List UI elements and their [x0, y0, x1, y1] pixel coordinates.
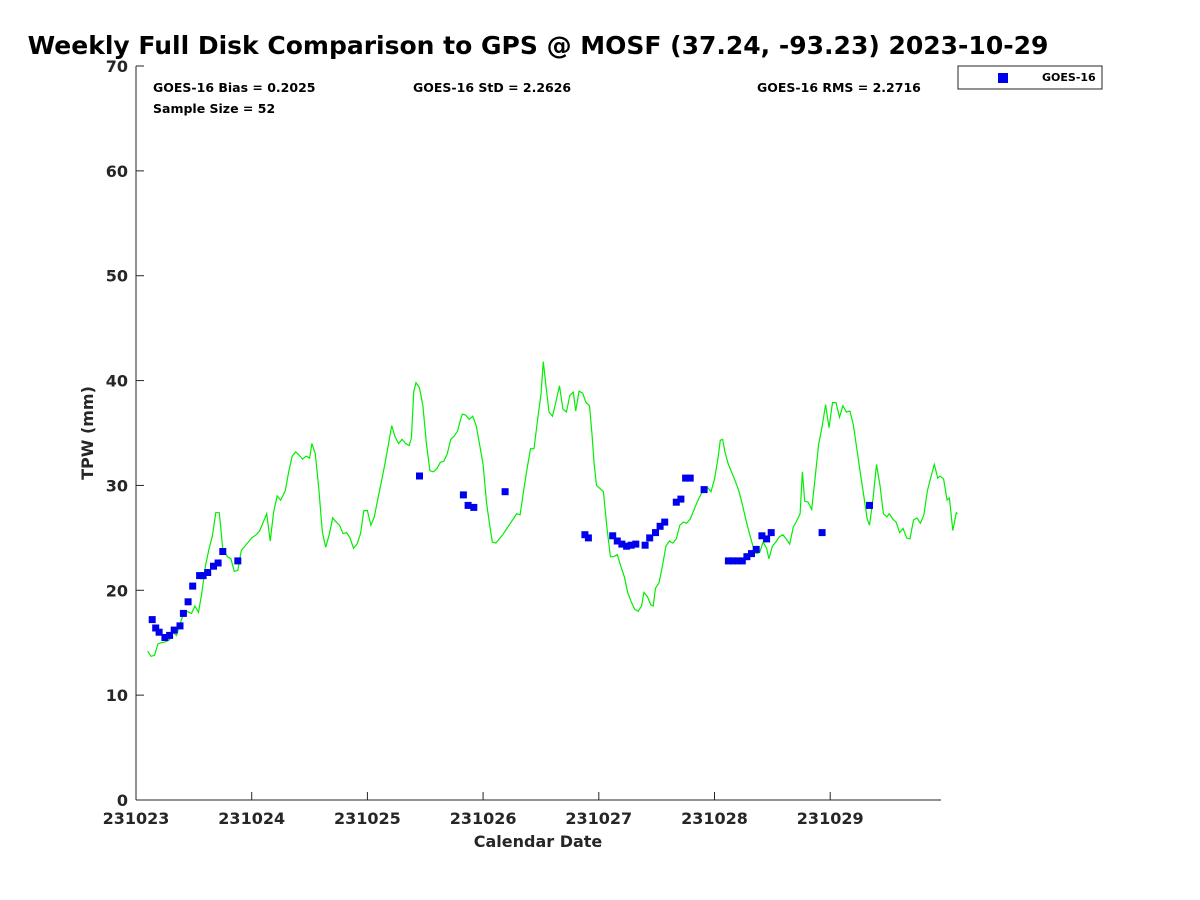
- goes16-point: [729, 557, 737, 565]
- x-axis: 231023 231024 231025 231026 231027 231028 2310…: [103, 792, 864, 828]
- y-tick-label: 30: [106, 476, 128, 495]
- legend-label: GOES-16: [1042, 71, 1096, 84]
- goes16-point: [170, 626, 178, 634]
- stat-bias: GOES-16 Bias = 0.2025: [153, 80, 315, 95]
- y-tick-label: 20: [106, 581, 128, 600]
- goes16-point: [501, 488, 509, 496]
- goes16-point: [677, 495, 685, 503]
- y-tick-label: 0: [117, 791, 128, 810]
- goes16-point: [234, 557, 242, 565]
- goes16-point: [179, 609, 187, 617]
- goes16-point: [219, 548, 227, 555]
- y-tick-label: 60: [106, 162, 128, 181]
- x-tick-label: 231024: [218, 809, 285, 828]
- x-tick-label: 231025: [334, 809, 401, 828]
- series-layer: [147, 361, 958, 657]
- goes16-point: [752, 545, 760, 553]
- chart-title: Weekly Full Disk Comparison to GPS @ MOS…: [28, 31, 1049, 60]
- goes16-point: [734, 557, 742, 565]
- goes16-point: [204, 569, 212, 576]
- goes16-point: [767, 529, 775, 537]
- goes16-point: [613, 537, 621, 545]
- goes16-point: [818, 529, 826, 537]
- y-tick-label: 40: [106, 372, 128, 391]
- x-tick-label: 231027: [565, 809, 632, 828]
- goes16-point: [623, 542, 631, 550]
- goes16-point: [470, 503, 478, 511]
- goes16-point: [672, 498, 680, 506]
- goes16-point: [176, 622, 184, 630]
- legend-marker-square: [998, 73, 1008, 83]
- x-tick-label: 231026: [450, 809, 517, 828]
- goes16-point: [189, 582, 197, 590]
- goes16-point: [627, 541, 635, 549]
- goes16-point: [632, 540, 640, 548]
- goes16-point: [748, 550, 755, 558]
- goes16-point: [210, 562, 217, 570]
- goes16-point: [700, 486, 708, 494]
- x-tick-label: 231023: [103, 809, 170, 828]
- goes16-point: [459, 491, 467, 499]
- goes16-point: [609, 532, 617, 540]
- x-tick-label: 231029: [797, 809, 864, 828]
- goes16-point: [464, 501, 472, 509]
- goes16-point: [416, 472, 423, 480]
- plot-area: [135, 66, 941, 801]
- goes16-point: [214, 559, 222, 567]
- goes16-point: [743, 553, 751, 561]
- goes16-point: [161, 634, 169, 641]
- goes16-point: [166, 631, 174, 639]
- goes16-point: [866, 501, 873, 509]
- goes16-point: [152, 624, 160, 632]
- goes16-point: [184, 598, 192, 606]
- goes16-point: [738, 557, 746, 565]
- stat-std: GOES-16 StD = 2.2626: [413, 80, 571, 95]
- y-axis-label: TPW (mm): [78, 386, 97, 480]
- goes16-point: [652, 529, 659, 537]
- gps-tpw-line: [147, 361, 958, 657]
- x-tick-label: 231028: [681, 809, 748, 828]
- goes16-point: [758, 532, 766, 540]
- y-tick-label: 70: [106, 57, 128, 76]
- legend-box: [957, 65, 1103, 90]
- stat-rms: GOES-16 RMS = 2.2716: [757, 80, 921, 95]
- goes16-point: [646, 534, 654, 542]
- goes16-point: [661, 518, 669, 526]
- y-tick-label: 50: [106, 267, 128, 286]
- goes16-point: [656, 522, 664, 530]
- goes16-point: [724, 557, 732, 565]
- goes16-point: [682, 474, 690, 482]
- legend: GOES-16: [957, 65, 1103, 90]
- y-tick-label: 10: [106, 686, 128, 705]
- goes16-point: [641, 541, 649, 549]
- goes16-point: [763, 535, 771, 543]
- goes16-point: [155, 628, 163, 636]
- goes16-point: [148, 616, 156, 624]
- goes16-point: [199, 572, 207, 580]
- goes16-point: [584, 534, 592, 542]
- y-axis: 0 10 20 30 40 50 60 70: [106, 57, 144, 810]
- goes16-point: [618, 540, 626, 548]
- goes16-point: [686, 474, 694, 482]
- x-axis-label: Calendar Date: [474, 832, 603, 851]
- stat-sample-size: Sample Size = 52: [153, 101, 275, 116]
